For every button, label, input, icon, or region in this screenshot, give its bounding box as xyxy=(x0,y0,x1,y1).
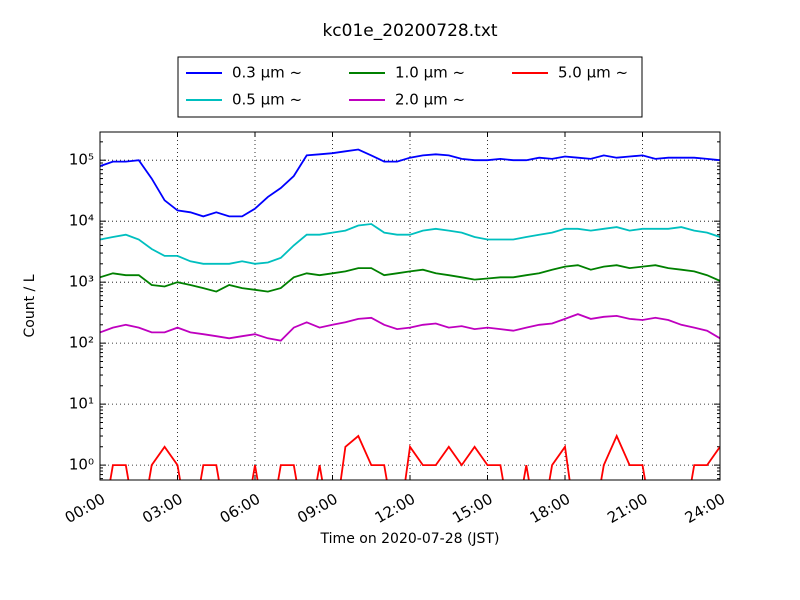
y-axis-label: Count / L xyxy=(22,274,38,337)
x-tick-label: 06:00 xyxy=(217,490,263,527)
y-tick-label: 10⁴ xyxy=(69,212,94,230)
x-tick-label: 24:00 xyxy=(682,490,728,527)
legend-label: 0.5 μm ~ xyxy=(232,91,302,109)
y-tick-label: 10⁵ xyxy=(69,151,94,169)
y-tick-label: 10² xyxy=(69,334,94,352)
x-axis-label: Time on 2020-07-28 (JST) xyxy=(320,531,500,547)
series-line xyxy=(100,223,720,265)
plot-frame xyxy=(99,131,721,481)
x-tick-label: 03:00 xyxy=(139,490,185,527)
legend-label: 1.0 μm ~ xyxy=(395,64,465,82)
y-tick-label: 10⁰ xyxy=(69,456,94,474)
x-tick-label: 00:00 xyxy=(62,490,108,527)
legend-label: 5.0 μm ~ xyxy=(558,64,628,82)
y-tick-label: 10¹ xyxy=(69,395,94,413)
x-tick-label: 09:00 xyxy=(294,490,340,527)
chart-title: kc01e_20200728.txt xyxy=(322,21,497,41)
legend-label: 0.3 μm ~ xyxy=(232,64,302,82)
series-line xyxy=(109,433,720,480)
y-tick-label: 10³ xyxy=(69,273,94,291)
legend-label: 2.0 μm ~ xyxy=(395,91,465,109)
series-line xyxy=(100,313,720,342)
series-line xyxy=(100,264,720,293)
series-line xyxy=(100,148,720,218)
legend-box xyxy=(177,56,643,118)
x-tick-label: 21:00 xyxy=(604,490,650,527)
x-tick-label: 15:00 xyxy=(449,490,495,527)
x-tick-label: 18:00 xyxy=(527,490,573,527)
x-tick-label: 12:00 xyxy=(372,490,418,527)
